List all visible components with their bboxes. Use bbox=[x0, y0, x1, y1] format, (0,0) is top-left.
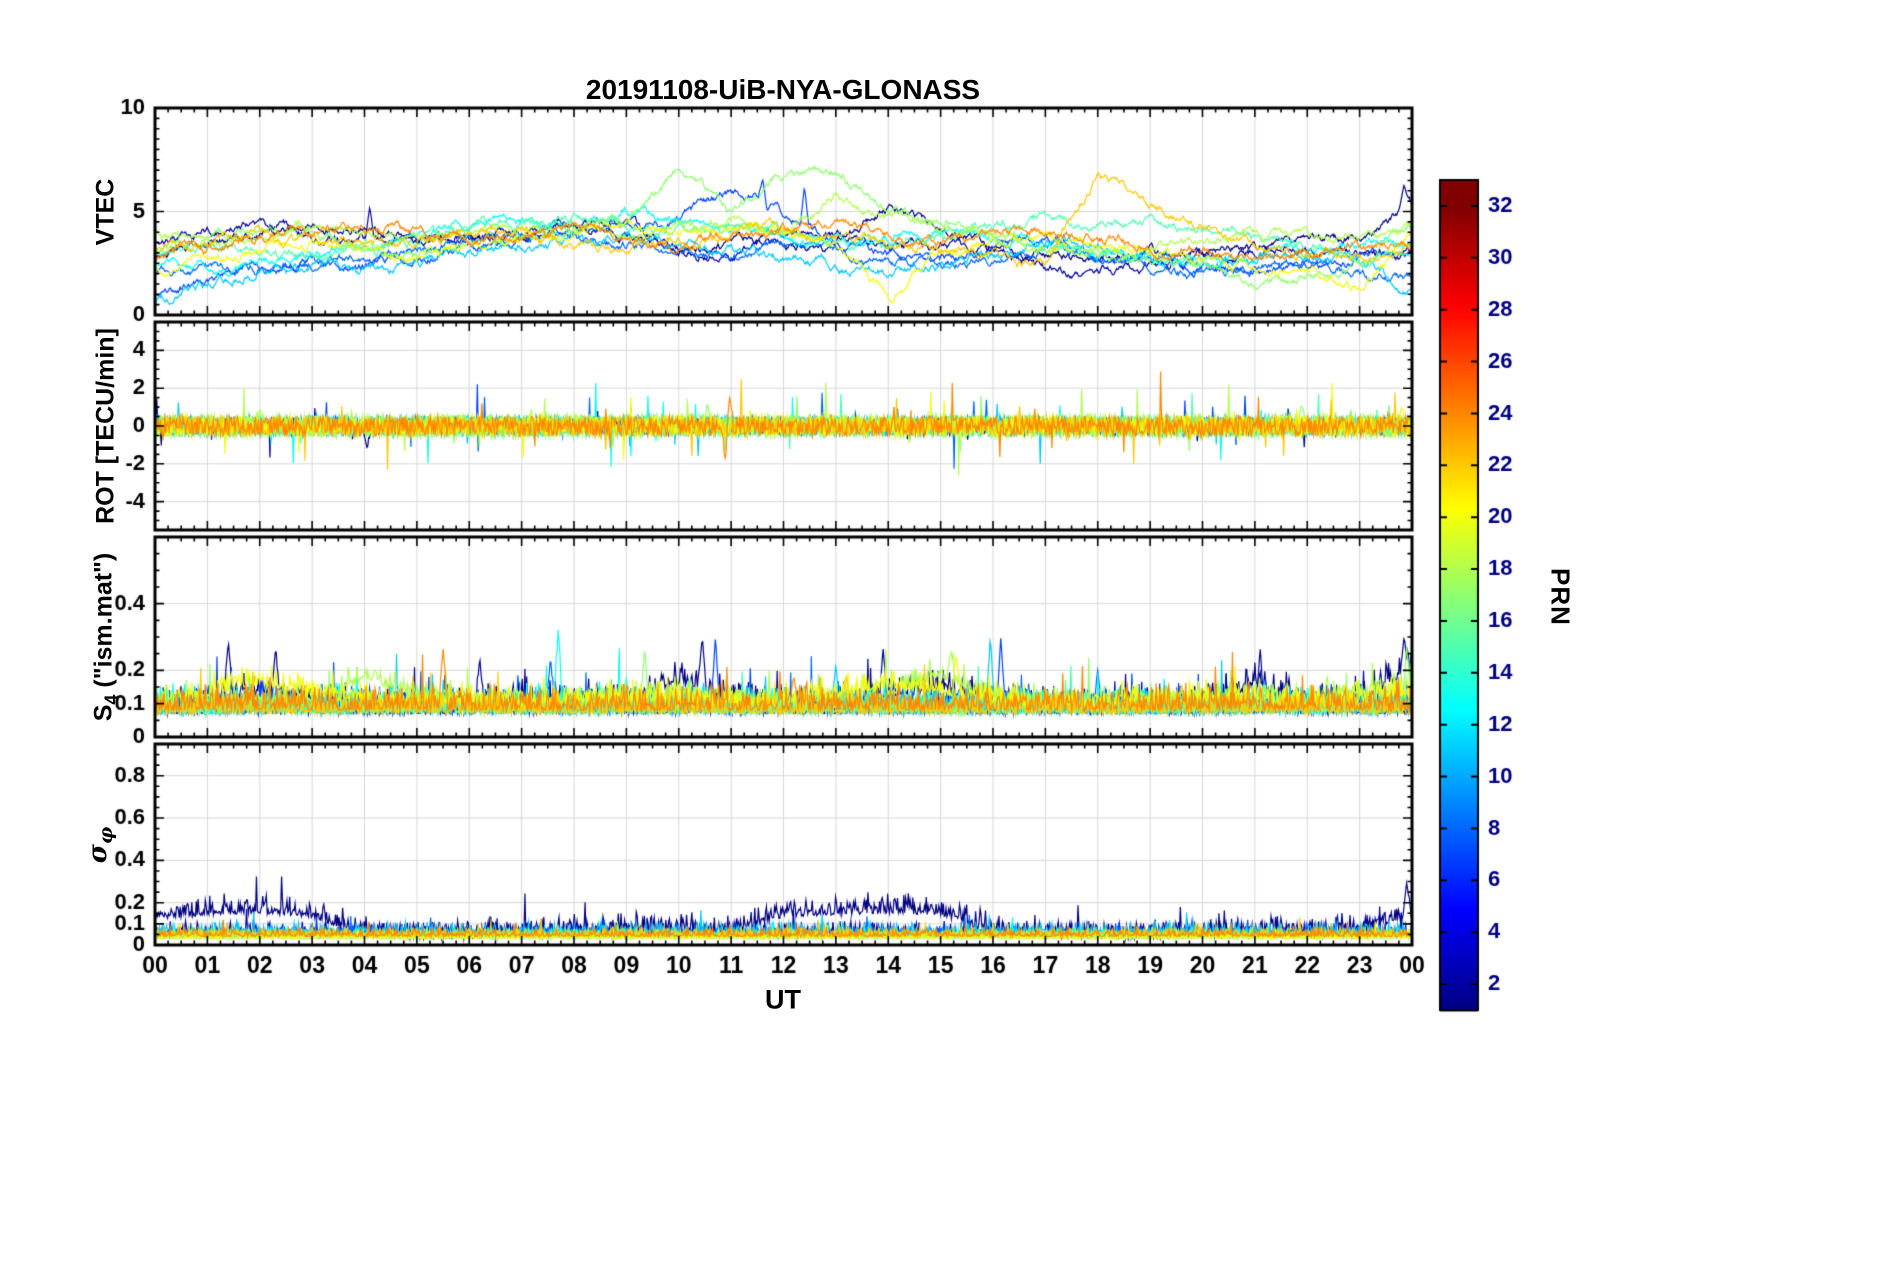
xlabel-ut: UT bbox=[765, 984, 801, 1015]
ylabel-s4-rest: ("ism.mat") bbox=[89, 552, 118, 695]
ylabel-rot: ROT [TECU/min] bbox=[91, 328, 120, 524]
ylabel-vtec: VTEC bbox=[91, 178, 120, 245]
ylabel-sigma-main: σ bbox=[82, 843, 113, 863]
ylabel-s4: S4 ("ism.mat") bbox=[90, 553, 123, 722]
ylabel-sigma-sub: φ bbox=[95, 826, 118, 844]
ylabel-sigma-phi: σφ bbox=[83, 826, 117, 862]
ylabel-s4-sub: 4 bbox=[101, 694, 122, 705]
colorbar-label: PRN bbox=[1545, 568, 1576, 626]
ylabel-s4-main: S bbox=[89, 704, 118, 722]
chart-title: 20191108-UiB-NYA-GLONASS bbox=[585, 74, 981, 105]
